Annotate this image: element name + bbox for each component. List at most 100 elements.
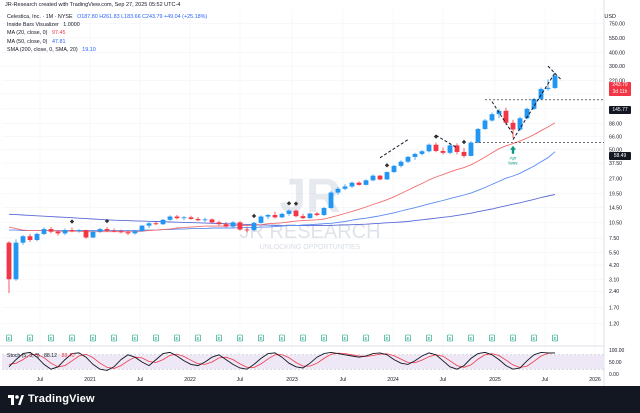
stochastic-pane: 100.00 50.00 0.00 xyxy=(2,348,625,378)
earnings-marker xyxy=(300,334,306,342)
candle-body xyxy=(447,145,453,153)
candle-body xyxy=(111,230,117,232)
x-tick-label: 2021 xyxy=(84,377,96,383)
y-tick-label: 14.50 xyxy=(609,205,622,211)
annotation-label: Apr xyxy=(509,156,517,161)
candle-body xyxy=(300,216,306,219)
indicator-row-0[interactable]: Inside Bars Visualizer 1.0000 xyxy=(7,21,207,29)
earnings-marker-label: E xyxy=(197,336,200,341)
candle-body xyxy=(475,128,481,143)
indicator-row-1[interactable]: MA (20, close, 0) 97.45 xyxy=(7,29,207,37)
created-caption: JR-Research created with TradingView.com… xyxy=(5,2,181,8)
earnings-marker-label: E xyxy=(218,336,221,341)
x-tick-label: Jul xyxy=(237,377,244,383)
candle-body xyxy=(237,222,243,230)
y-tick-label: 27.00 xyxy=(609,176,622,182)
candle-body xyxy=(132,231,138,234)
y-tick-label: 7.50 xyxy=(609,236,619,242)
x-tick-label: Jul xyxy=(340,377,347,383)
tradingview-logo-icon[interactable] xyxy=(8,394,24,406)
earnings-marker-label: E xyxy=(554,336,557,341)
earnings-marker xyxy=(405,334,411,342)
candle-body xyxy=(279,213,285,218)
earnings-marker xyxy=(384,334,390,342)
candle-body xyxy=(517,118,523,130)
earnings-marker-label: E xyxy=(155,336,158,341)
earnings-marker xyxy=(69,334,75,342)
legend: Celestica, Inc. · 1M · NYSE O187.80 H261… xyxy=(7,13,207,54)
candle-body xyxy=(286,210,292,214)
y-tick-label: 1.20 xyxy=(609,322,619,328)
candle-body xyxy=(356,182,362,185)
earnings-marker-label: E xyxy=(50,336,53,341)
indicator-value: 1.0000 xyxy=(63,22,80,29)
earnings-marker-label: E xyxy=(365,336,368,341)
resistance-price-value: 145.77 xyxy=(612,107,628,113)
candle-body xyxy=(482,120,488,129)
candle-body xyxy=(426,144,432,152)
earnings-marker-label: E xyxy=(512,336,515,341)
annotation-label: lows xyxy=(508,161,518,166)
stoch-tick-label: 0.00 xyxy=(609,372,619,378)
earnings-marker-label: E xyxy=(134,336,137,341)
x-axis[interactable]: Jul 2021 Jul 2022 Jul 2023 Jul 2024 Jul 2025 Jul 20… xyxy=(37,377,601,383)
candle-body xyxy=(146,223,152,226)
candle-body xyxy=(181,217,187,219)
candle-body xyxy=(69,230,75,232)
inside-bar-marker xyxy=(461,139,467,145)
earnings-marker-label: E xyxy=(428,336,431,341)
tradingview-brand[interactable]: TradingView xyxy=(28,393,95,405)
earnings-marker-label: E xyxy=(302,336,305,341)
candle-body xyxy=(195,218,201,221)
resistance-price-tag: 145.77 xyxy=(609,106,631,114)
indicator-label: MA (20, close, 0) xyxy=(7,30,48,37)
symbol-row[interactable]: Celestica, Inc. · 1M · NYSE O187.80 H261… xyxy=(7,13,207,21)
earnings-marker-label: E xyxy=(323,336,326,341)
y-tick-label: 5.50 xyxy=(609,251,619,257)
x-tick-label: Jul xyxy=(37,377,44,383)
stoch-legend[interactable]: Stoch (5, 3, 3) 88.12 88.40 xyxy=(7,353,74,359)
earnings-marker xyxy=(426,334,432,342)
trend-arrow xyxy=(512,72,556,140)
main-grid xyxy=(0,0,605,386)
earnings-marker-label: E xyxy=(260,336,263,341)
y-tick-label: 3.10 xyxy=(609,277,619,283)
candle-body xyxy=(34,233,40,240)
y-axis[interactable]: 1.20 1.70 2.40 3.10 4.20 5.50 7.50 10.50 14.50 19… xyxy=(609,21,625,327)
earnings-marker-label: E xyxy=(533,336,536,341)
earnings-marker-label: E xyxy=(239,336,242,341)
earnings-marker xyxy=(279,334,285,342)
earnings-marker xyxy=(48,334,54,342)
earnings-marker xyxy=(111,334,117,342)
earnings-marker xyxy=(510,334,516,342)
earnings-marker xyxy=(27,334,33,342)
symbol-name: Celestica, Inc. · 1M · NYSE xyxy=(7,14,73,20)
candle-body xyxy=(440,150,446,153)
earnings-marker-label: E xyxy=(113,336,116,341)
inside-bar-marker xyxy=(104,218,110,224)
indicator-label: MA (50, close, 0) xyxy=(7,38,48,45)
x-tick-label: Jul xyxy=(137,377,144,383)
indicator-row-3[interactable]: SMA (200, close, 0, SMA, 20) 19.10 xyxy=(7,46,207,54)
inside-bar-marker xyxy=(293,201,299,206)
candle-body xyxy=(251,222,257,231)
earnings-marker xyxy=(216,334,222,342)
support-price-tag: 58.49 xyxy=(609,152,631,160)
earnings-marker-label: E xyxy=(449,336,452,341)
candle-body xyxy=(405,156,411,162)
candle-body xyxy=(125,232,131,234)
earnings-marker-label: E xyxy=(470,336,473,341)
candle-body xyxy=(552,75,558,88)
indicator-row-2[interactable]: MA (50, close, 0) 47.81 xyxy=(7,38,207,46)
y-tick-label: 1.70 xyxy=(609,305,619,311)
earnings-marker xyxy=(174,334,180,342)
candle-body xyxy=(293,210,299,217)
candle-body xyxy=(524,108,530,119)
inside-bar-marker xyxy=(286,201,292,206)
earnings-marker xyxy=(237,334,243,342)
earnings-marker xyxy=(321,334,327,342)
candle-body xyxy=(349,182,355,187)
candle-body xyxy=(461,151,467,156)
